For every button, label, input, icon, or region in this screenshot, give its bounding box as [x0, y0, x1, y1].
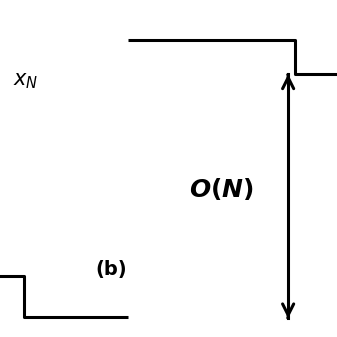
- Text: (b): (b): [95, 260, 127, 279]
- Text: $\boldsymbol{x_N}$: $\boldsymbol{x_N}$: [13, 71, 39, 91]
- Text: $\boldsymbol{O(N)}$: $\boldsymbol{O(N)}$: [189, 176, 253, 202]
